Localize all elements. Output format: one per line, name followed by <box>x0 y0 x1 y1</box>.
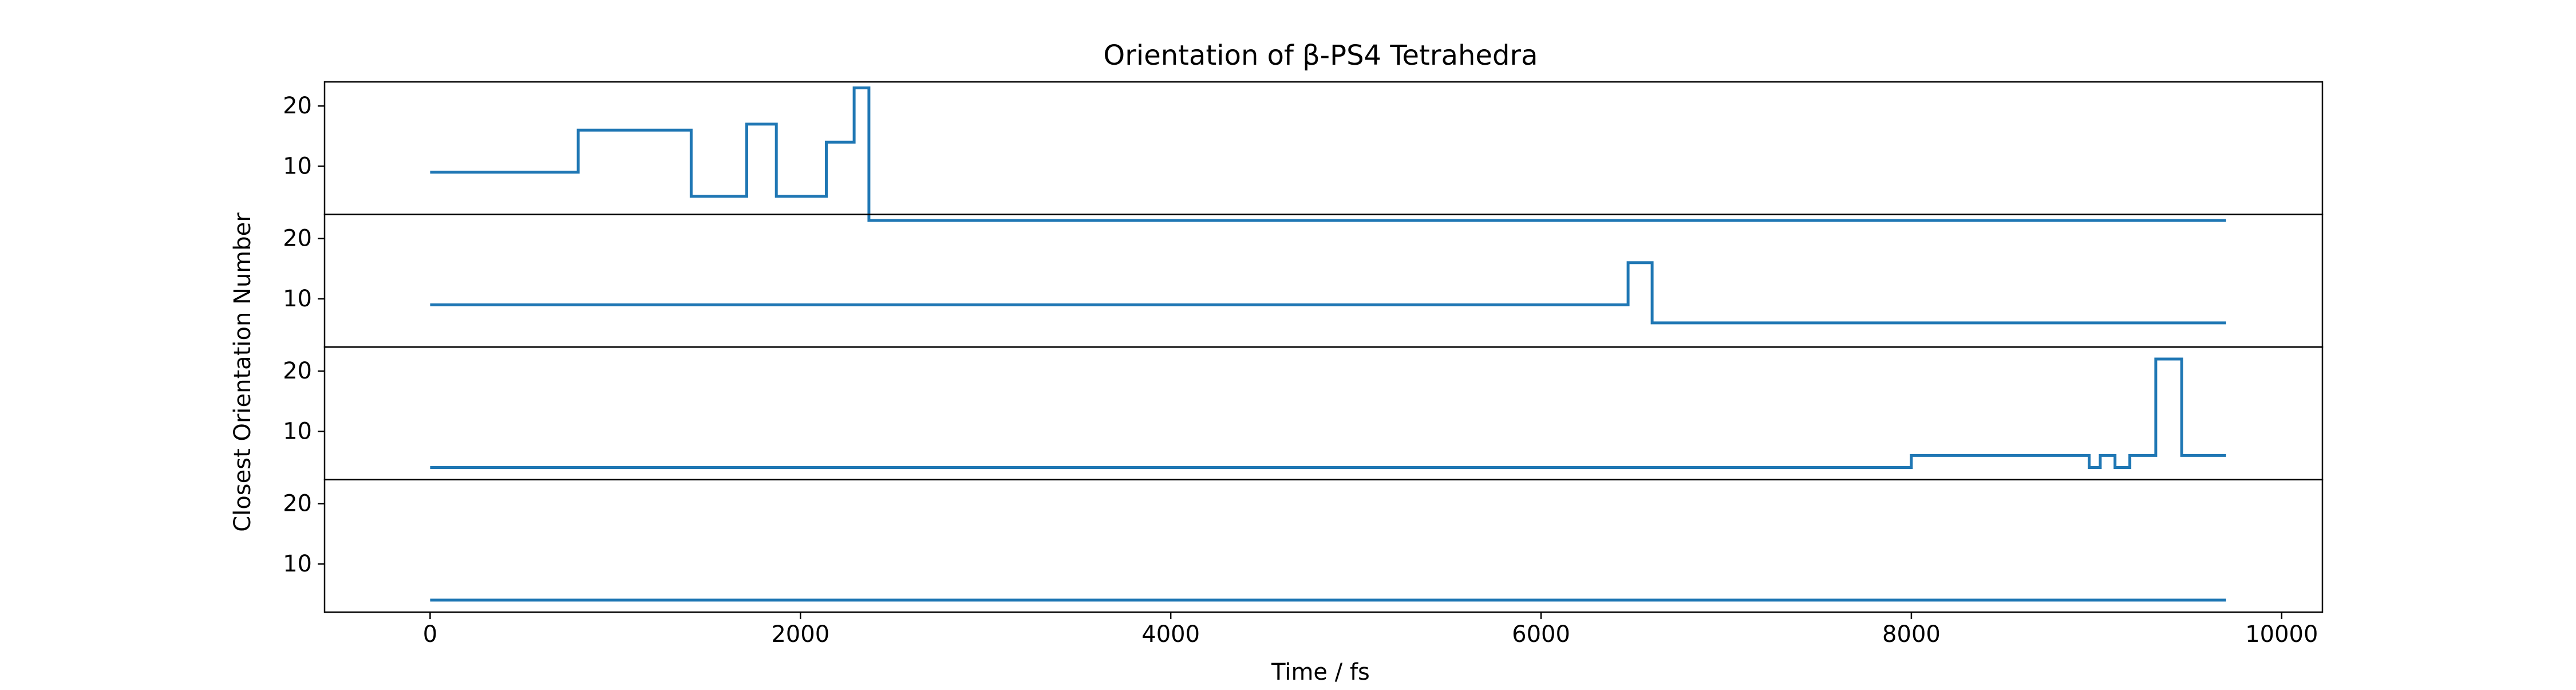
panel-2: 10 20 <box>283 214 2324 348</box>
x-tick-label: 6000 <box>1512 621 1570 648</box>
panel-frame <box>323 346 2324 480</box>
x-tick-label: 10000 <box>2245 621 2318 648</box>
panel-frame <box>323 214 2324 348</box>
x-axis-label: Time / fs <box>1271 659 1370 685</box>
x-axis: 0 2000 4000 6000 8000 10000 <box>423 612 2318 648</box>
series-line <box>430 357 2226 469</box>
panels-layer: 10 20 10 20 10 20 10 20 <box>283 81 2324 613</box>
series-line <box>430 261 2226 325</box>
panel-4: 10 20 <box>283 479 2324 613</box>
y-tick-label: 20 <box>283 226 312 252</box>
y-tick-label: 10 <box>283 418 312 444</box>
y-axis-label: Closest Orientation Number <box>230 212 256 532</box>
panel-frame <box>323 479 2324 613</box>
series-line <box>430 86 2226 222</box>
x-tick-label: 2000 <box>771 621 829 648</box>
y-tick-label: 10 <box>283 153 312 179</box>
y-tick-label: 20 <box>283 358 312 384</box>
panel-frame <box>323 81 2324 215</box>
panel-3: 10 20 <box>283 346 2324 480</box>
x-tick-label: 0 <box>423 621 437 648</box>
y-tick-label: 10 <box>283 551 312 577</box>
y-tick-label: 10 <box>283 286 312 312</box>
y-tick-label: 20 <box>283 93 312 119</box>
x-tick-label: 8000 <box>1882 621 1941 648</box>
x-tick-label: 4000 <box>1141 621 1200 648</box>
y-tick-label: 20 <box>283 491 312 517</box>
panel-1: 10 20 <box>283 81 2324 222</box>
chart-title: Orientation of β-PS4 Tetrahedra <box>1103 40 1538 72</box>
